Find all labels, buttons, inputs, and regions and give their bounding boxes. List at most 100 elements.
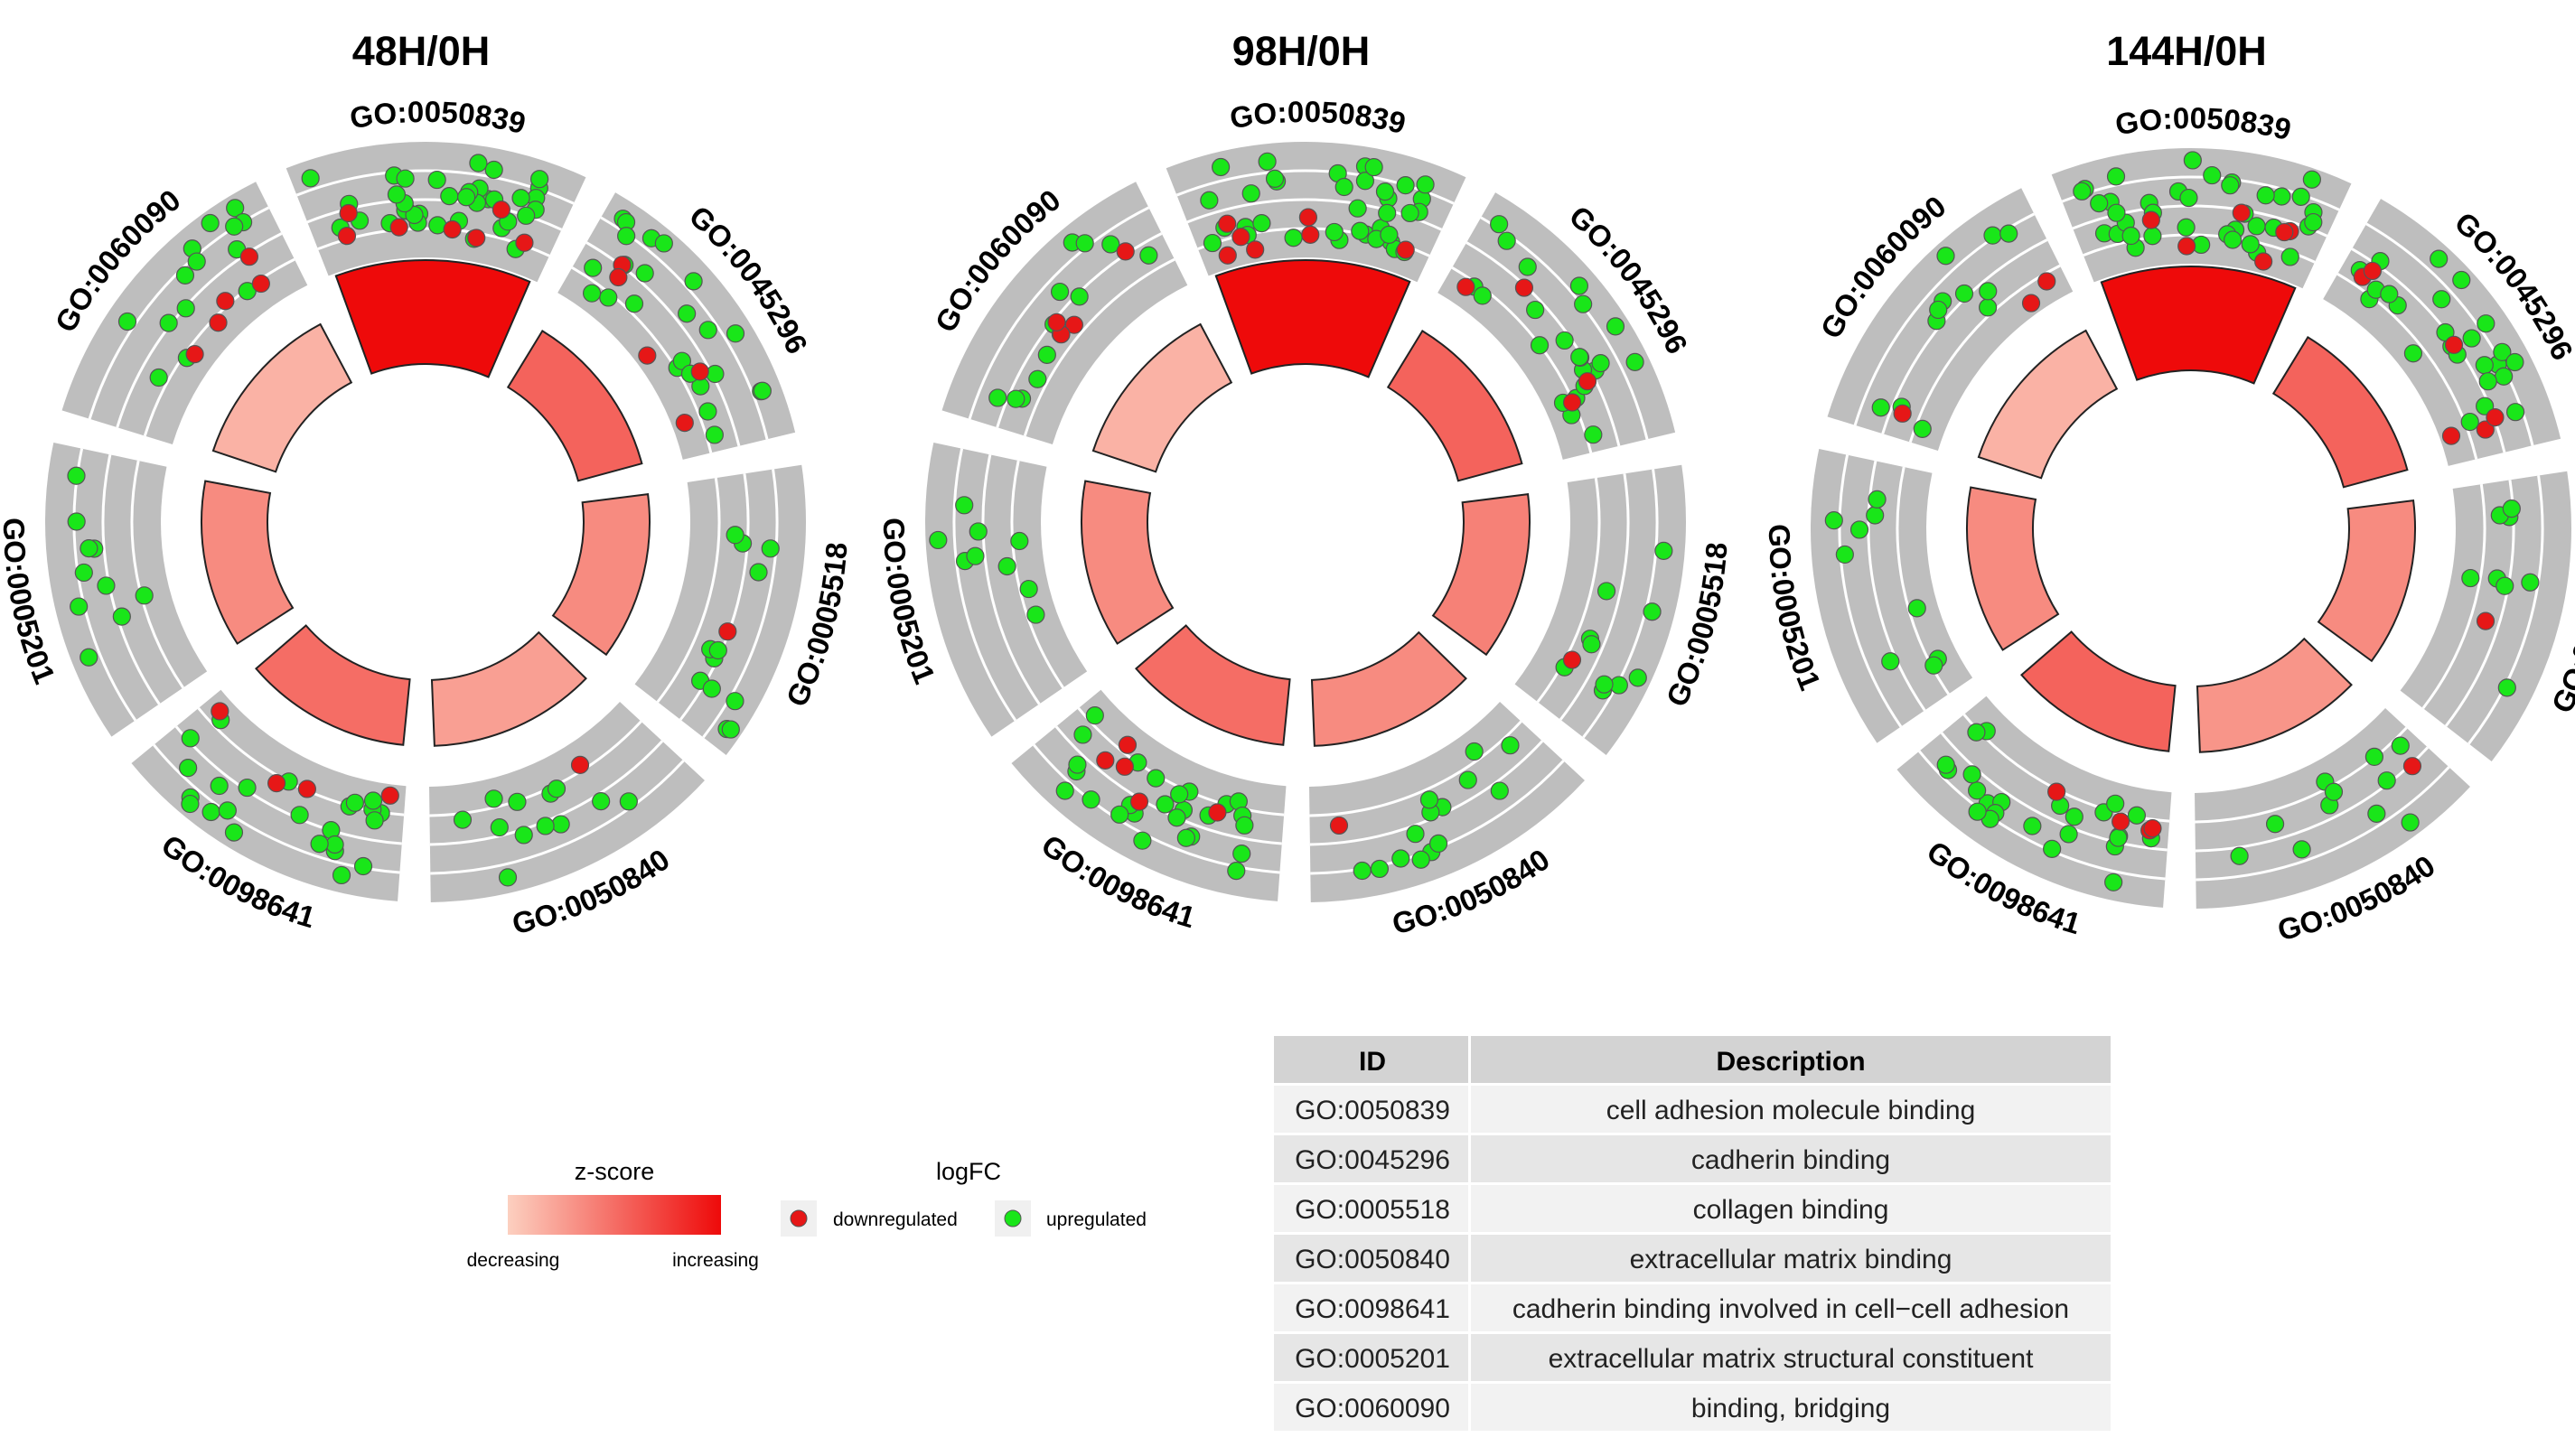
upregulated-gene-point (2106, 794, 2125, 813)
upregulated-gene-point (1555, 331, 1574, 350)
upregulated-gene-point (1406, 825, 1425, 844)
table-cell (1471, 1284, 2111, 1331)
upregulated-gene-point (112, 607, 131, 626)
upregulated-gene-point (70, 597, 89, 616)
upregulated-gene-point (1606, 317, 1625, 336)
upregulated-gene-point (440, 187, 459, 206)
track-gridline (1465, 241, 1621, 447)
upregulated-gene-point (332, 865, 351, 885)
upregulated-gene-point (365, 811, 384, 830)
upregulated-gene-point (2023, 817, 2042, 835)
track-gridline (2072, 204, 2328, 238)
downregulated-gene-point (1064, 315, 1084, 334)
upregulated-gene-point (1907, 599, 1926, 618)
upregulated-gene-point (2106, 167, 2126, 186)
track-gridline (130, 460, 184, 689)
upregulated-gene-point (2497, 678, 2516, 697)
upregulated-gene-point (1582, 635, 1601, 654)
track-gridline (968, 206, 1150, 420)
upregulated-gene-point (1473, 286, 1492, 305)
zscore-bar (2100, 266, 2297, 385)
upregulated-gene-point (530, 170, 549, 189)
upregulated-gene-point (1936, 755, 1955, 774)
upregulated-gene-point (2059, 825, 2078, 844)
table-row: GO:0005201 extracellular matrix structura… (1274, 1334, 2111, 1381)
track-gridline (1310, 760, 1565, 875)
upregulated-gene-point (1465, 742, 1484, 761)
downregulated-gene-point (609, 267, 628, 287)
upregulated-gene-point (2380, 285, 2399, 303)
upregulated-gene-point (1490, 781, 1509, 800)
zscore-bar (201, 480, 295, 645)
upregulated-gene-point (2121, 226, 2140, 246)
downregulated-gene-point (1116, 242, 1135, 261)
table-cell (1274, 1086, 1468, 1133)
upregulated-gene-point (1628, 668, 1647, 687)
upregulated-gene-point (1400, 203, 1419, 223)
zscore-bar (1386, 330, 1523, 482)
table-description-text: cadherin binding (1691, 1145, 1890, 1175)
upregulated-gene-point (702, 679, 721, 698)
downregulated-gene-point (2021, 294, 2041, 313)
downregulated-gene-point (2476, 420, 2495, 439)
table-id-text: GO:0005201 (1295, 1344, 1450, 1374)
upregulated-gene-point (1924, 656, 1943, 675)
upregulated-gene-point (301, 169, 320, 188)
upregulated-gene-point (1167, 808, 1186, 827)
upregulated-gene-point (753, 381, 772, 400)
table-cell (1274, 1284, 1468, 1331)
track-gridline (1838, 454, 1903, 728)
upregulated-gene-point (1968, 802, 1987, 821)
upregulated-gene-point (2521, 573, 2540, 592)
upregulated-gene-point (1156, 795, 1175, 814)
upregulated-gene-point (1913, 419, 1932, 438)
upregulated-gene-point (2065, 807, 2083, 826)
panel-1: 48H/0HGO:0050839GO:0045296GO:0005518GO:0… (0, 28, 853, 940)
upregulated-gene-point (1037, 345, 1056, 364)
upregulated-gene-point (1866, 506, 1885, 525)
downregulated-gene-point (1298, 208, 1318, 227)
downregulated-gene-point (389, 218, 408, 237)
upregulated-gene-point (1881, 652, 1900, 671)
upregulated-gene-point (224, 823, 244, 842)
upregulated-gene-point (969, 522, 988, 541)
upregulated-gene-point (1962, 765, 1981, 784)
upregulated-gene-point (726, 324, 745, 343)
upregulated-gene-point (1530, 336, 1550, 355)
downregulated-gene-point (1329, 816, 1349, 835)
upregulated-gene-point (201, 802, 220, 822)
upregulated-gene-point (2367, 804, 2386, 823)
zscore-legend-title: z-score (575, 1158, 655, 1185)
downregulated-gene-point (239, 247, 258, 266)
table-cell (1471, 1135, 2111, 1182)
upregulated-gene-point (181, 729, 200, 748)
track-gridline (952, 448, 1017, 722)
upregulated-gene-point (226, 199, 245, 218)
upregulated-gene-point (1241, 184, 1260, 203)
circle-panels: 48H/0HGO:0050839GO:0045296GO:0005518GO:0… (0, 28, 2575, 947)
table-cell (1471, 1384, 2111, 1431)
upregulated-gene-point (678, 304, 697, 323)
upregulated-gene-point (1351, 221, 1370, 240)
upregulated-gene-point (2107, 203, 2126, 222)
upregulated-gene-point (1235, 816, 1254, 835)
downregulated-gene-point (1562, 393, 1582, 412)
table-row: GO:0098641 cadherin binding involved in c… (1274, 1284, 2111, 1331)
table-id-text: GO:0005518 (1295, 1195, 1450, 1225)
downregulated-gene-point (2112, 812, 2130, 831)
track-gridline (72, 448, 137, 722)
upregulated-gene-point (80, 648, 98, 667)
zscore-bar (2196, 637, 2353, 753)
upregulated-gene-point (584, 258, 603, 277)
term-sector: GO:0005518 (551, 464, 853, 755)
upregulated-gene-point (2460, 412, 2479, 432)
downregulated-gene-point (339, 203, 358, 223)
track-gridline (702, 469, 779, 739)
term-sector: GO:0050839 (2051, 101, 2352, 385)
track-gridline (2195, 746, 2430, 853)
upregulated-gene-point (2127, 806, 2147, 825)
table-row: GO:0050839 cell adhesion molecule binding (1274, 1086, 2111, 1133)
upregulated-gene-point (2043, 839, 2062, 858)
upregulated-gene-point (2183, 151, 2202, 170)
track-gridline (1309, 720, 1522, 817)
